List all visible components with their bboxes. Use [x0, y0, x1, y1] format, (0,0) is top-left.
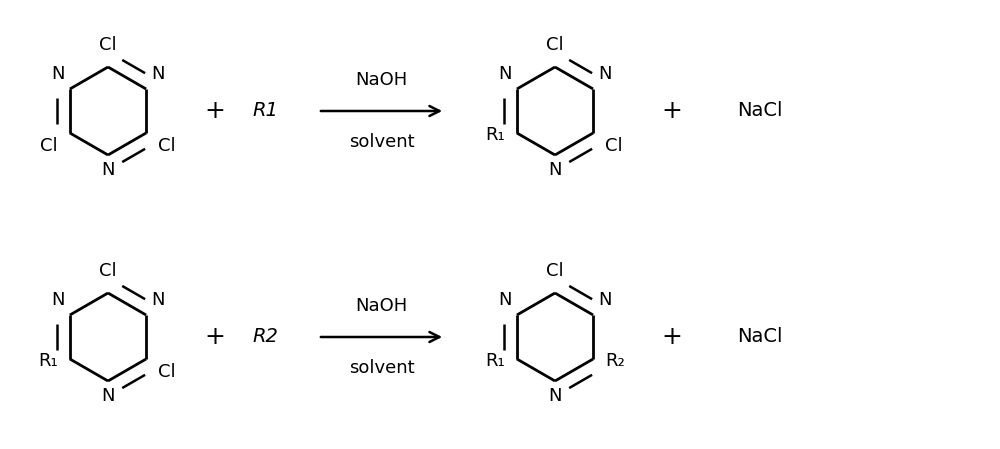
Text: Cl: Cl [158, 363, 176, 381]
Text: N: N [151, 291, 165, 309]
Text: N: N [101, 387, 115, 405]
Text: N: N [498, 65, 512, 83]
Text: NaOH: NaOH [355, 71, 408, 89]
Text: +: + [205, 325, 225, 349]
Text: N: N [598, 291, 612, 309]
Text: Cl: Cl [99, 36, 117, 54]
Text: N: N [548, 161, 562, 179]
Text: Cl: Cl [546, 36, 564, 54]
Text: solvent: solvent [349, 133, 414, 151]
Text: Cl: Cl [546, 262, 564, 280]
Text: NaOH: NaOH [355, 297, 408, 315]
Text: Cl: Cl [40, 137, 58, 155]
Text: N: N [498, 291, 512, 309]
Text: R₁: R₁ [485, 352, 505, 370]
Text: +: + [662, 99, 682, 123]
Text: Cl: Cl [605, 137, 623, 155]
Text: solvent: solvent [349, 359, 414, 377]
Text: R₂: R₂ [605, 352, 625, 370]
Text: N: N [598, 65, 612, 83]
Text: Cl: Cl [99, 262, 117, 280]
Text: N: N [101, 161, 115, 179]
Text: R2: R2 [252, 327, 278, 347]
Text: R1: R1 [252, 101, 278, 120]
Text: N: N [51, 65, 65, 83]
Text: Cl: Cl [158, 137, 176, 155]
Text: NaCl: NaCl [737, 101, 783, 120]
Text: N: N [151, 65, 165, 83]
Text: NaCl: NaCl [737, 327, 783, 347]
Text: N: N [51, 291, 65, 309]
Text: N: N [548, 387, 562, 405]
Text: +: + [662, 325, 682, 349]
Text: R₁: R₁ [485, 126, 505, 144]
Text: +: + [205, 99, 225, 123]
Text: R₁: R₁ [38, 352, 58, 370]
